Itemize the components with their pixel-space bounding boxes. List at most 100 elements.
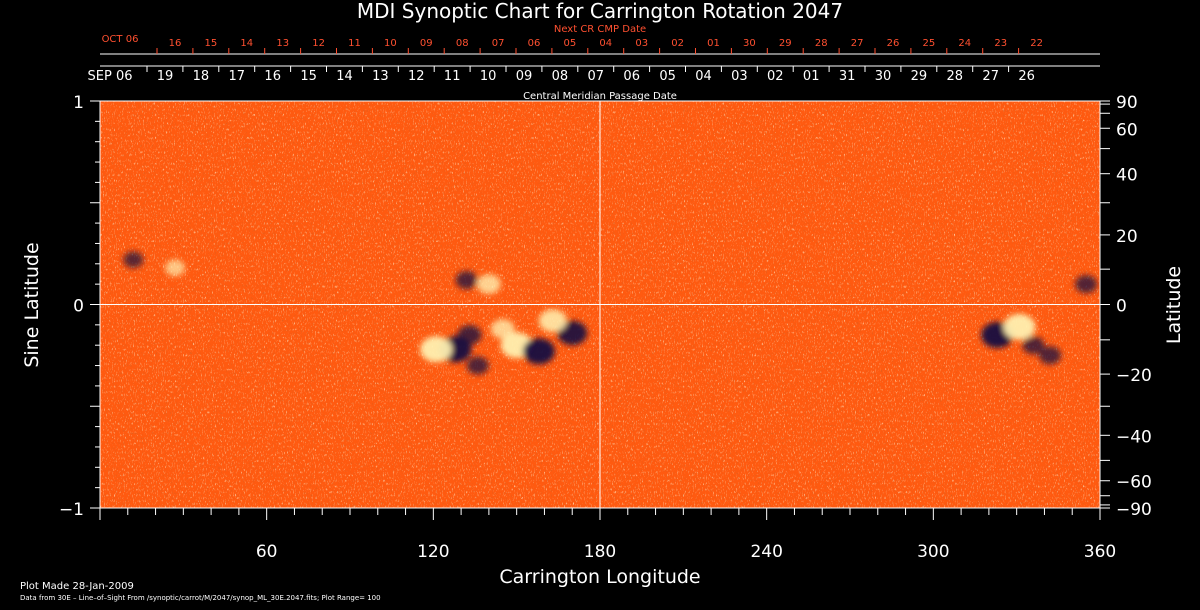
y-right-tick-label: 20 — [1116, 227, 1138, 247]
next-cr-date-label: 08 — [456, 38, 469, 49]
cmp-date-label: 05 — [659, 69, 676, 84]
cmp-date-label: 02 — [767, 69, 784, 84]
next-cr-date-label: 09 — [420, 38, 433, 49]
cmp-label: Central Meridian Passage Date — [523, 91, 677, 102]
negative-flux-region — [1075, 275, 1098, 294]
y-right-axis-label: Latitude — [1163, 266, 1185, 344]
cmp-date-label: 04 — [695, 69, 712, 84]
y-left-tick-label: 1 — [73, 93, 84, 113]
y-left-axis-label: Sine Latitude — [21, 242, 43, 367]
cmp-date-label: 13 — [372, 69, 389, 84]
cmp-date-label: 07 — [588, 69, 605, 84]
next-cr-date-label: 24 — [958, 38, 971, 49]
plot-area — [99, 100, 1101, 509]
cmp-date-label: 29 — [911, 69, 928, 84]
y-right-tick-label: 60 — [1116, 120, 1138, 140]
data-source-note: Data from 30E – Line–of–Sight From /syno… — [20, 594, 381, 602]
next-cr-date-label: 12 — [312, 38, 325, 49]
next-cr-date-label: 11 — [348, 38, 361, 49]
next-cr-date-label: 13 — [276, 38, 289, 49]
x-tick-label: 240 — [750, 542, 782, 562]
next-cr-date-label: 22 — [1030, 38, 1043, 49]
cmp-date-label: 06 — [623, 69, 640, 84]
y-right-tick-label: 90 — [1116, 93, 1138, 113]
y-right-tick-label: −90 — [1116, 500, 1152, 520]
cmp-date-label: 01 — [803, 69, 820, 84]
cmp-date-label: 18 — [193, 69, 210, 84]
cmp-date-label: 28 — [947, 69, 964, 84]
y-left-axis: 1 0 −1 — [59, 93, 100, 520]
negative-flux-region — [522, 338, 555, 365]
x-axis-label: Carrington Longitude — [499, 566, 700, 588]
x-tick-label: 360 — [1084, 542, 1116, 562]
cmp-date-label: 03 — [731, 69, 748, 84]
next-cr-month-label: OCT 06 — [102, 34, 139, 45]
active-regions — [123, 251, 1098, 375]
x-tick-label: 60 — [256, 542, 278, 562]
cmp-date-label: 08 — [552, 69, 569, 84]
cmp-date-label: 27 — [982, 69, 999, 84]
y-right-tick-label: −40 — [1116, 427, 1152, 447]
next-cr-date-label: 06 — [528, 38, 541, 49]
next-cr-date-label: 15 — [205, 38, 218, 49]
y-right-tick-label: 0 — [1116, 297, 1127, 317]
plot-made-note: Plot Made 28-Jan-2009 — [20, 581, 134, 592]
cmp-date-label: 30 — [875, 69, 892, 84]
next-cr-date-label: 02 — [671, 38, 684, 49]
y-left-tick-label: −1 — [59, 500, 84, 520]
next-cr-date-label: 30 — [743, 38, 756, 49]
y-right-tick-label: −20 — [1116, 366, 1152, 386]
cmp-date-label: 10 — [480, 69, 497, 84]
next-cr-label: Next CR CMP Date — [554, 24, 646, 35]
next-cr-date-label: 14 — [240, 38, 253, 49]
cmp-date-label: 12 — [408, 69, 425, 84]
next-cr-date-label: 07 — [492, 38, 505, 49]
negative-flux-region — [457, 325, 482, 345]
top-date-axis: 16 15 14 13 12 11 10 09 08 07 06 05 04 03 02 01 30 29 28 27… — [88, 34, 1100, 84]
cmp-date-label: 15 — [300, 69, 317, 84]
next-cr-date-label: 03 — [635, 38, 648, 49]
y-left-tick-label: 0 — [73, 297, 84, 317]
y-right-tick-label: −60 — [1116, 473, 1152, 493]
x-axis: 60 120 180 240 300 360 — [99, 508, 1116, 562]
next-cr-date-label: 16 — [169, 38, 182, 49]
cmp-date-label: 16 — [264, 69, 281, 84]
next-cr-date-label: 01 — [707, 38, 720, 49]
cmp-date-label: 26 — [1018, 69, 1035, 84]
cmp-date-label: 19 — [157, 69, 174, 84]
next-cr-date-label: 04 — [599, 38, 612, 49]
negative-flux-region — [455, 271, 478, 290]
cmp-date-label: 14 — [336, 69, 353, 84]
cmp-month-label: SEP 06 — [88, 69, 133, 84]
positive-flux-region — [1003, 313, 1036, 340]
negative-flux-region — [1022, 336, 1045, 355]
next-cr-date-label: 05 — [564, 38, 577, 49]
next-cr-date-label: 29 — [779, 38, 792, 49]
cmp-date-label: 31 — [839, 69, 856, 84]
positive-flux-region — [165, 259, 185, 277]
positive-flux-region — [420, 336, 453, 363]
cmp-date-label: 11 — [444, 69, 461, 84]
negative-flux-region — [557, 320, 588, 346]
positive-flux-region — [490, 319, 515, 339]
negative-flux-region — [1039, 346, 1061, 365]
next-cr-date-label: 27 — [851, 38, 864, 49]
next-cr-date-label: 10 — [384, 38, 397, 49]
y-right-axis: 90 60 40 20 0 −20 −40 −60 −90 — [1099, 93, 1152, 520]
next-cr-date-label: 23 — [994, 38, 1007, 49]
x-tick-label: 300 — [917, 542, 949, 562]
y-right-tick-label: 40 — [1116, 166, 1138, 186]
chart-title: MDI Synoptic Chart for Carrington Rotati… — [357, 0, 843, 23]
cmp-date-label: 09 — [516, 69, 533, 84]
next-cr-date-label: 26 — [887, 38, 900, 49]
next-cr-date-label: 25 — [923, 38, 936, 49]
x-tick-label: 120 — [417, 542, 449, 562]
x-tick-label: 180 — [584, 542, 616, 562]
next-cr-date-label: 28 — [815, 38, 828, 49]
positive-flux-region — [476, 274, 501, 294]
positive-flux-region — [538, 309, 567, 333]
negative-flux-region — [466, 356, 489, 375]
cmp-date-label: 17 — [229, 69, 246, 84]
negative-flux-region — [123, 251, 144, 268]
